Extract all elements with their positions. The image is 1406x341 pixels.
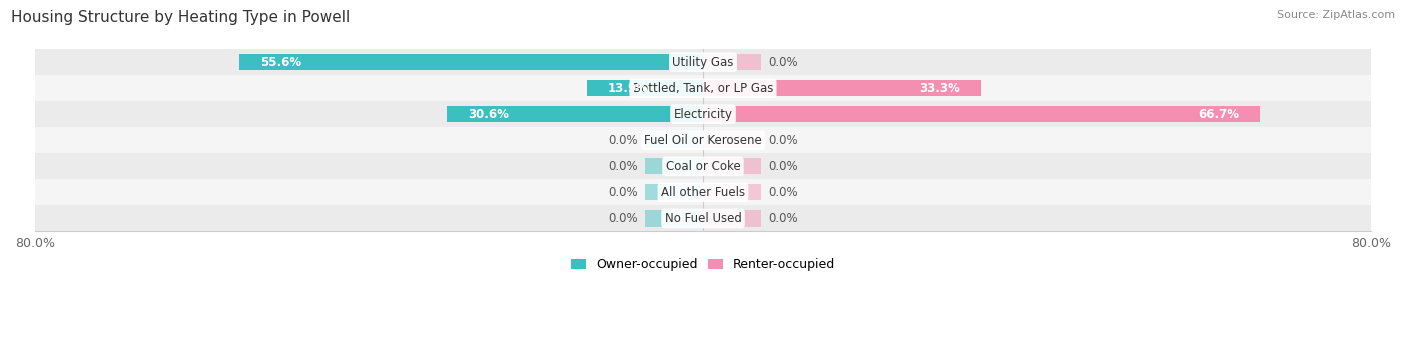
Text: Bottled, Tank, or LP Gas: Bottled, Tank, or LP Gas — [633, 82, 773, 95]
Bar — [35, 75, 1371, 101]
Bar — [447, 106, 703, 122]
Text: 0.0%: 0.0% — [609, 186, 638, 199]
Text: 0.0%: 0.0% — [768, 56, 797, 69]
Bar — [644, 210, 703, 226]
Text: No Fuel Used: No Fuel Used — [665, 212, 741, 225]
Text: 66.7%: 66.7% — [1198, 108, 1239, 121]
Text: Fuel Oil or Kerosene: Fuel Oil or Kerosene — [644, 134, 762, 147]
Legend: Owner-occupied, Renter-occupied: Owner-occupied, Renter-occupied — [567, 253, 839, 276]
Bar — [703, 158, 762, 174]
Text: All other Fuels: All other Fuels — [661, 186, 745, 199]
Bar — [239, 54, 703, 70]
Bar — [644, 184, 703, 201]
Text: 0.0%: 0.0% — [609, 134, 638, 147]
Text: 0.0%: 0.0% — [768, 186, 797, 199]
Bar — [703, 54, 762, 70]
Text: 33.3%: 33.3% — [920, 82, 960, 95]
Bar — [644, 158, 703, 174]
Text: 13.9%: 13.9% — [607, 82, 648, 95]
Bar — [35, 101, 1371, 127]
Bar — [703, 210, 762, 226]
Text: Coal or Coke: Coal or Coke — [665, 160, 741, 173]
Text: 0.0%: 0.0% — [768, 134, 797, 147]
Text: 0.0%: 0.0% — [609, 160, 638, 173]
Bar — [703, 132, 762, 148]
Text: 0.0%: 0.0% — [768, 160, 797, 173]
Text: Electricity: Electricity — [673, 108, 733, 121]
Bar — [35, 205, 1371, 232]
Text: 55.6%: 55.6% — [260, 56, 301, 69]
Bar — [35, 179, 1371, 205]
Text: Utility Gas: Utility Gas — [672, 56, 734, 69]
Bar — [703, 184, 762, 201]
Bar — [703, 106, 1260, 122]
Bar — [644, 132, 703, 148]
Bar — [35, 49, 1371, 75]
Text: 0.0%: 0.0% — [768, 212, 797, 225]
Bar — [586, 80, 703, 96]
Bar — [35, 153, 1371, 179]
Text: 0.0%: 0.0% — [609, 212, 638, 225]
Text: Housing Structure by Heating Type in Powell: Housing Structure by Heating Type in Pow… — [11, 10, 350, 25]
Bar — [703, 80, 981, 96]
Text: 30.6%: 30.6% — [468, 108, 509, 121]
Text: Source: ZipAtlas.com: Source: ZipAtlas.com — [1277, 10, 1395, 20]
Bar — [35, 127, 1371, 153]
